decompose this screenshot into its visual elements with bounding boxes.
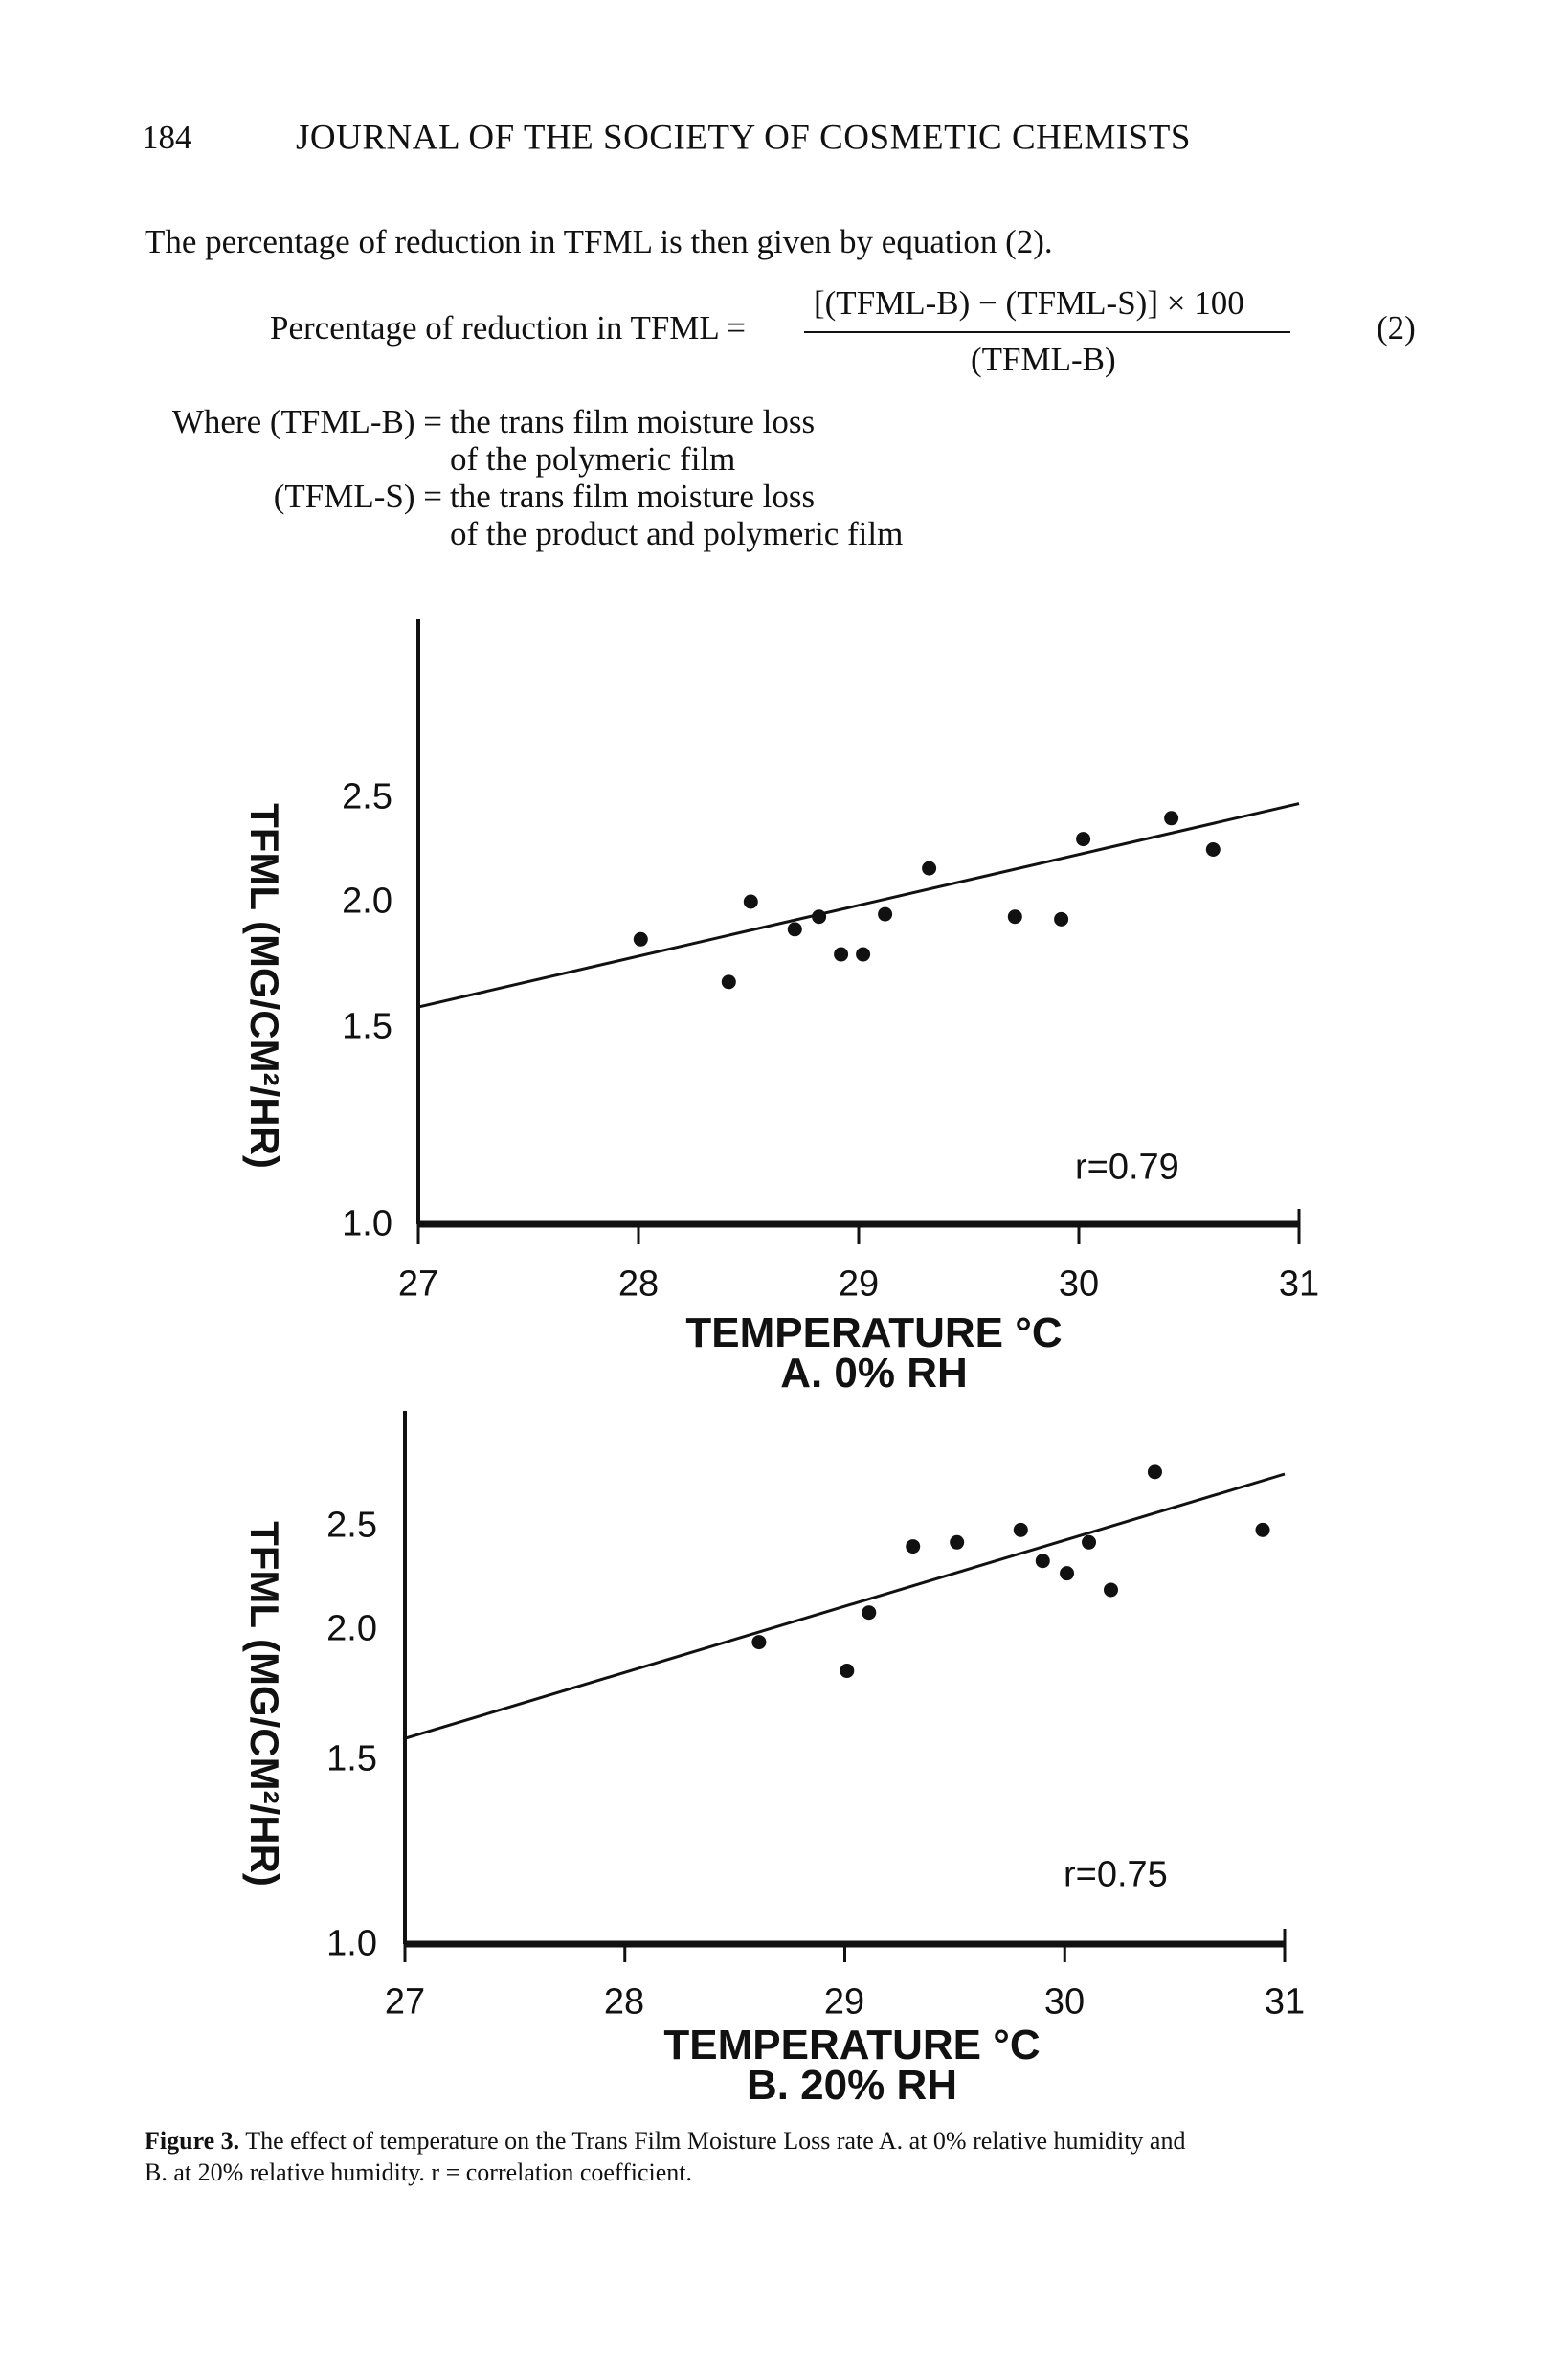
caption-label: Figure 3. — [145, 2127, 240, 2155]
chart-b-data-point — [1035, 1554, 1050, 1569]
chart-b-data-point — [840, 1664, 855, 1679]
chart-b-ytick: 1.0 — [326, 1923, 377, 1964]
chart-a-ytick: 2.0 — [342, 881, 392, 922]
chart-b-xtick: 29 — [823, 1981, 865, 2023]
chart-a-ylabel: TFML (MG/CM²/HR) — [242, 803, 287, 1169]
chart-b-data-point — [906, 1539, 921, 1554]
chart-a-regression-line — [417, 802, 1300, 1009]
chart-b-ytick: 1.5 — [326, 1738, 377, 1779]
chart-a-xtick: 30 — [1058, 1263, 1100, 1305]
chart-b-xtick: 30 — [1043, 1981, 1086, 2023]
chart-a-data-point — [834, 947, 849, 962]
where-def: of the product and polymeric film — [450, 515, 904, 552]
chart-a-ytick: 1.0 — [342, 1203, 392, 1244]
figure-caption-line2: B. at 20% relative humidity. r = correla… — [145, 2158, 693, 2186]
equation-number: (2) — [1377, 309, 1416, 347]
chart-a-r-annotation: r=0.79 — [1075, 1147, 1179, 1188]
chart-a-xlabel: TEMPERATURE °C — [685, 1309, 1063, 1356]
chart-b-ytick: 2.5 — [326, 1505, 377, 1546]
equation-lhs: Percentage of reduction in TFML = — [270, 309, 746, 347]
chart-a-data-point — [721, 974, 736, 990]
where-def: the trans film moisture loss — [450, 403, 816, 440]
chart-a-data-point — [787, 922, 802, 937]
figure-caption-line1: Figure 3. The effect of temperature on t… — [145, 2127, 1185, 2156]
chart-b-data-point — [1255, 1522, 1270, 1537]
chart-a-xtick: 29 — [838, 1263, 880, 1305]
chart-b-xtick: 28 — [603, 1981, 645, 2023]
chart-a-data-point — [1054, 911, 1069, 927]
where-def: the trans film moisture loss — [450, 478, 816, 515]
chart-a-data-point — [633, 931, 648, 947]
chart-a-data-point — [743, 894, 758, 909]
chart-a-data-point — [922, 861, 937, 876]
chart-a-data-point — [1164, 811, 1179, 826]
where-def: of the polymeric film — [450, 440, 736, 478]
chart-b-ytick: 2.0 — [326, 1608, 377, 1649]
chart-a-title: A. 0% RH — [780, 1350, 968, 1397]
chart-a-data-point — [1076, 832, 1091, 847]
chart-a-xtick: 31 — [1278, 1263, 1320, 1305]
chart-b-title: B. 20% RH — [746, 2062, 958, 2109]
chart-b-data-point — [1060, 1566, 1075, 1581]
chart-b-data-point — [751, 1635, 767, 1650]
chart-b-ylabel: TFML (MG/CM²/HR) — [242, 1521, 287, 1887]
where-term: Where (TFML-B) = — [171, 403, 442, 440]
chart-a-data-point — [1205, 842, 1221, 857]
chart-b-data-point — [1103, 1582, 1118, 1598]
intro-text: The percentage of reduction in TFML is t… — [145, 223, 1053, 260]
chart-a-xtick: 27 — [397, 1263, 439, 1305]
chart-a-xtick: 28 — [617, 1263, 660, 1305]
chart-b-data-point — [862, 1605, 877, 1621]
chart-a-ytick: 2.5 — [342, 776, 392, 817]
chart-b-data-point — [1082, 1534, 1097, 1550]
equation-denominator: (TFML-B) — [971, 341, 1116, 378]
chart-a-data-point — [856, 947, 871, 962]
chart-b-data-point — [1013, 1522, 1028, 1537]
chart-a-data-point — [878, 906, 893, 922]
chart-b-xtick: 27 — [384, 1981, 426, 2023]
page-number: 184 — [142, 119, 192, 156]
chart-b-regression-line — [404, 1472, 1286, 1740]
chart-a-data-point — [1007, 909, 1022, 925]
equation-numerator: [(TFML-B) − (TFML-S)] × 100 — [814, 284, 1244, 322]
journal-title: JOURNAL OF THE SOCIETY OF COSMETIC CHEMI… — [296, 118, 1191, 158]
chart-b-data-point — [950, 1534, 965, 1550]
chart-a-data-point — [812, 909, 827, 925]
chart-b-xtick: 31 — [1264, 1981, 1306, 2023]
chart-b-r-annotation: r=0.75 — [1064, 1854, 1168, 1895]
caption-text: The effect of temperature on the Trans F… — [239, 2127, 1186, 2155]
chart-a-ytick: 1.5 — [342, 1006, 392, 1047]
where-term: (TFML-S) = — [273, 478, 442, 515]
fraction-bar — [804, 331, 1290, 333]
chart-b-data-point — [1147, 1464, 1162, 1480]
chart-b-xlabel: TEMPERATURE °C — [663, 2022, 1041, 2068]
